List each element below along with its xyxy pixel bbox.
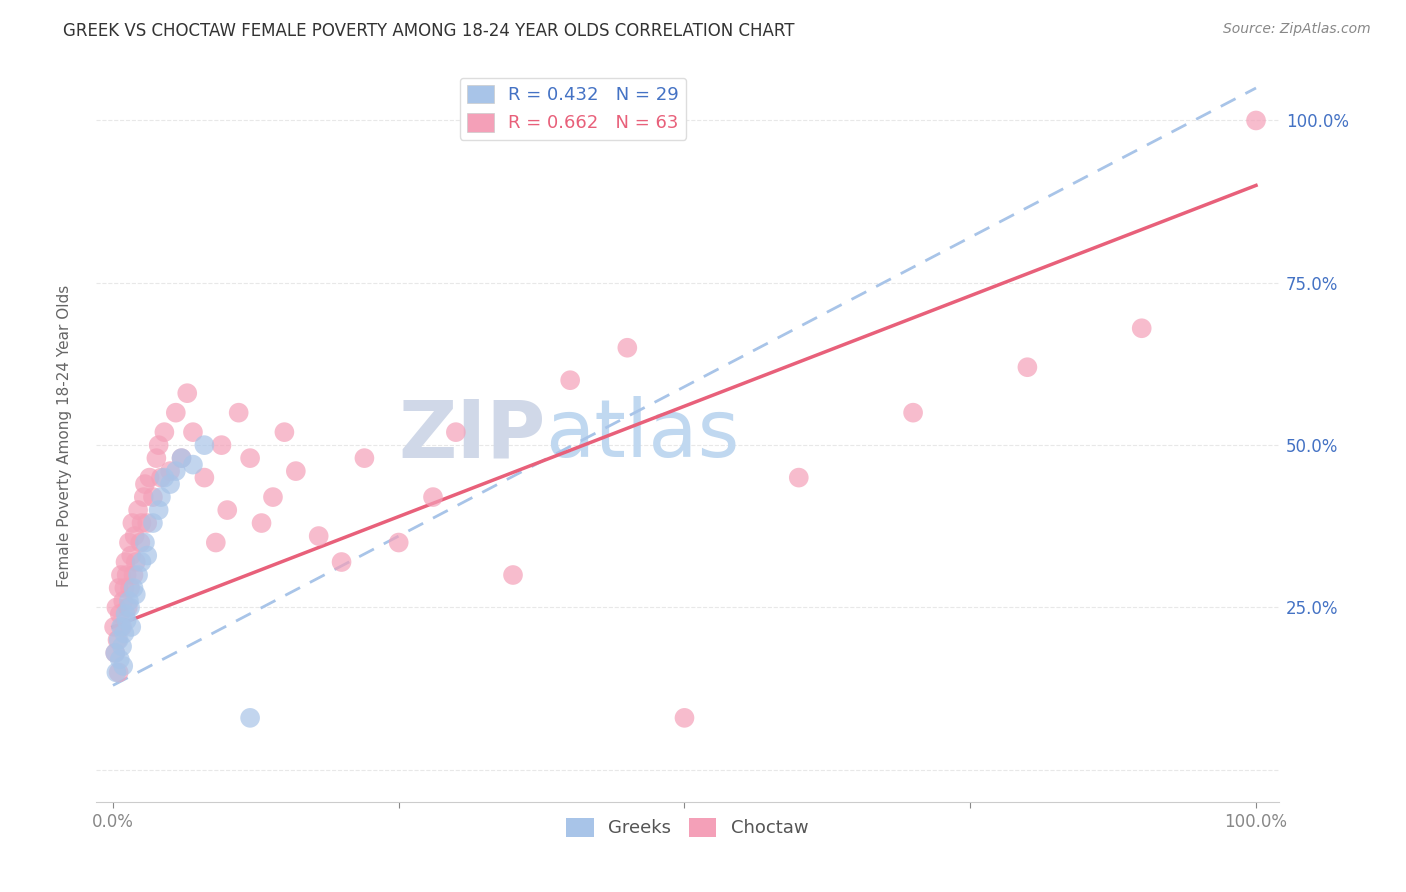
Point — [111, 640, 134, 654]
Point — [176, 386, 198, 401]
Point — [1017, 360, 1039, 375]
Point — [284, 464, 307, 478]
Point — [502, 568, 524, 582]
Point — [121, 516, 143, 530]
Point — [616, 341, 638, 355]
Point — [112, 659, 135, 673]
Point — [560, 373, 582, 387]
Point — [114, 555, 136, 569]
Point — [127, 503, 149, 517]
Point — [138, 470, 160, 484]
Text: ZIP: ZIP — [398, 396, 546, 475]
Point — [120, 620, 142, 634]
Point — [193, 438, 215, 452]
Point — [114, 607, 136, 621]
Point — [211, 438, 233, 452]
Point — [107, 632, 129, 647]
Text: GREEK VS CHOCTAW FEMALE POVERTY AMONG 18-24 YEAR OLDS CORRELATION CHART: GREEK VS CHOCTAW FEMALE POVERTY AMONG 18… — [63, 22, 794, 40]
Point — [142, 490, 165, 504]
Point — [111, 620, 134, 634]
Point — [125, 555, 148, 569]
Point — [107, 632, 129, 647]
Point — [422, 490, 444, 504]
Point — [273, 425, 295, 439]
Point — [120, 549, 142, 563]
Point — [170, 451, 193, 466]
Point — [388, 535, 411, 549]
Point — [193, 470, 215, 484]
Point — [148, 503, 170, 517]
Point — [145, 451, 167, 466]
Text: Source: ZipAtlas.com: Source: ZipAtlas.com — [1223, 22, 1371, 37]
Point — [107, 581, 129, 595]
Point — [159, 464, 181, 478]
Point — [165, 464, 187, 478]
Point — [673, 711, 696, 725]
Point — [105, 665, 128, 680]
Point — [131, 516, 153, 530]
Point — [112, 594, 135, 608]
Point — [170, 451, 193, 466]
Point — [159, 477, 181, 491]
Point — [112, 626, 135, 640]
Point — [901, 406, 924, 420]
Y-axis label: Female Poverty Among 18-24 Year Olds: Female Poverty Among 18-24 Year Olds — [58, 285, 72, 587]
Point — [444, 425, 467, 439]
Point — [115, 568, 138, 582]
Point — [124, 529, 146, 543]
Point — [104, 646, 127, 660]
Point — [112, 581, 135, 595]
Point — [132, 490, 155, 504]
Point — [104, 646, 127, 660]
Point — [118, 535, 141, 549]
Point — [353, 451, 375, 466]
Point — [122, 568, 145, 582]
Point — [103, 620, 125, 634]
Point — [117, 600, 139, 615]
Point — [136, 516, 159, 530]
Point — [165, 406, 187, 420]
Point — [239, 711, 262, 725]
Point — [108, 652, 131, 666]
Point — [115, 614, 138, 628]
Point — [153, 470, 176, 484]
Point — [110, 568, 132, 582]
Point — [250, 516, 273, 530]
Point — [204, 535, 226, 549]
Point — [129, 535, 152, 549]
Point — [122, 581, 145, 595]
Legend: Greeks, Choctaw: Greeks, Choctaw — [560, 811, 815, 845]
Point — [308, 529, 330, 543]
Text: atlas: atlas — [546, 396, 740, 475]
Point — [262, 490, 284, 504]
Point — [107, 665, 129, 680]
Point — [136, 549, 159, 563]
Point — [149, 490, 172, 504]
Point — [149, 470, 172, 484]
Point — [181, 458, 204, 472]
Point — [127, 568, 149, 582]
Point — [228, 406, 250, 420]
Point — [134, 535, 156, 549]
Point — [181, 425, 204, 439]
Point — [131, 555, 153, 569]
Point — [1130, 321, 1153, 335]
Point — [118, 594, 141, 608]
Point — [217, 503, 239, 517]
Point — [134, 477, 156, 491]
Point — [1244, 113, 1267, 128]
Point — [120, 581, 142, 595]
Point — [153, 425, 176, 439]
Point — [125, 587, 148, 601]
Point — [108, 607, 131, 621]
Point — [787, 470, 810, 484]
Point — [120, 600, 142, 615]
Point — [330, 555, 353, 569]
Point — [239, 451, 262, 466]
Point — [148, 438, 170, 452]
Point — [142, 516, 165, 530]
Point — [110, 620, 132, 634]
Point — [105, 600, 128, 615]
